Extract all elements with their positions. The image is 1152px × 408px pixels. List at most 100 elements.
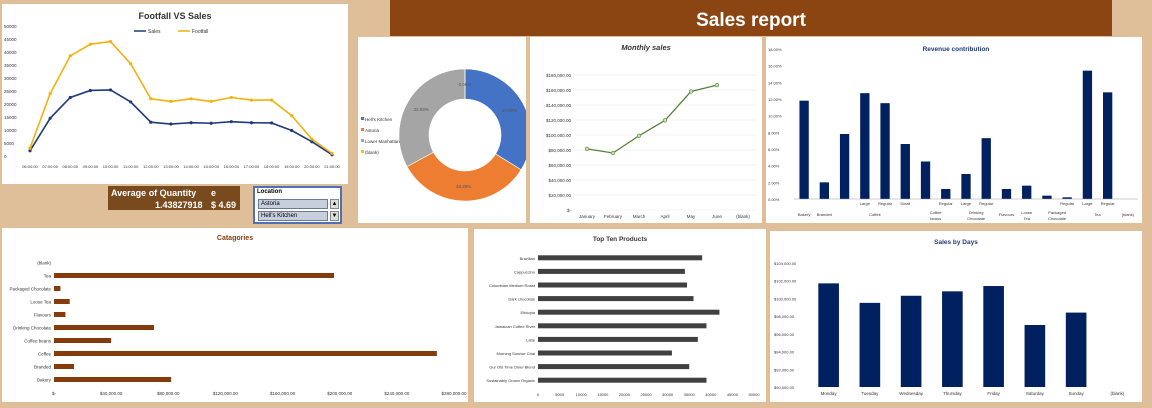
footfall-chart: Footfall VS Sales Sales Footfall 0 5000 10000… [4, 11, 341, 169]
x-tick-label: $- [52, 391, 57, 396]
x-tick-label: 21:00:00 [324, 164, 340, 169]
data-point [189, 97, 193, 101]
legend-swatch [361, 150, 364, 153]
revenue-chart: Revenue contribution 0.00% 2.00% 4.00% 6.00%… [768, 46, 1138, 221]
categories-chart: Catagories (blank) Tea Packaged Chocolate Lo… [9, 235, 467, 396]
y-tick-label: $98,000.00 [774, 314, 795, 319]
x-tick-label: 11:00:00 [123, 164, 139, 169]
y-tick-label: $100,000.00 [546, 133, 572, 138]
donut-slice [406, 151, 522, 202]
scroll-up-icon[interactable]: ▲ [330, 199, 339, 209]
x-tick-label: 45000 [727, 392, 739, 397]
bar [538, 350, 672, 356]
legend-label: Astoria [365, 128, 380, 133]
x-tick-label: $240,000.00 [384, 391, 410, 396]
x-tick-label: Friday [987, 391, 1000, 396]
category-label: Branded [817, 212, 832, 217]
days-chart: Sales by Days $90,000.00 $92,000.00 $94,000… [774, 239, 1125, 396]
x-tick-label: Sunday [1068, 391, 1084, 396]
x-tick-label: 20000 [619, 392, 631, 397]
x-tick-label: May [687, 214, 696, 219]
scroll-down-icon[interactable]: ▼ [330, 211, 339, 221]
bar [1001, 189, 1012, 199]
y-tick-label: 10.00% [768, 114, 782, 119]
sub-category-label: Small [900, 201, 910, 206]
x-tick-label: $280,000.00 [441, 391, 467, 396]
x-tick-label: Thursday [943, 391, 963, 396]
chart-title: Sales by Days [934, 239, 978, 246]
series-line-sales [29, 89, 333, 156]
y-tick-label: Flavours [34, 313, 52, 318]
data-point [636, 133, 642, 138]
sub-category-label: Regular [1060, 201, 1075, 206]
data-point [169, 122, 173, 126]
x-tick-label: 15000 [597, 392, 609, 397]
donut-panel: 33.80% 33.28% 32.93% 0.00% Hell's Kitchen Ast… [358, 37, 526, 223]
chart-title: Footfall VS Sales [138, 11, 211, 21]
bar [54, 312, 66, 317]
bar [839, 134, 850, 199]
bar [1024, 325, 1046, 387]
slicer-item-astoria[interactable]: Astoria [258, 199, 328, 209]
y-tick-label: $94,000.00 [774, 350, 795, 355]
data-point [68, 95, 72, 100]
legend-label: (blank) [365, 150, 379, 155]
y-tick-label: 45000 [4, 37, 17, 42]
y-tick-label: 0 [4, 154, 7, 159]
y-tick-label: 12.00% [768, 97, 782, 102]
y-tick-label: 14.00% [768, 80, 782, 85]
x-tick-label: 20:00:00 [304, 164, 320, 169]
x-tick-label: 06:00:00 [22, 164, 38, 169]
days-panel: Sales by Days $90,000.00 $92,000.00 $94,000… [770, 231, 1142, 402]
y-tick-label: Loose Tea [30, 300, 51, 305]
y-tick-label: $92,000.00 [774, 367, 795, 372]
x-tick-label: June [712, 214, 722, 219]
y-tick-label: 25000 [4, 89, 17, 94]
data-point [270, 121, 274, 125]
chart-title: Monthly sales [621, 43, 671, 52]
data-point [169, 99, 173, 103]
bar [1065, 312, 1087, 387]
data-point [714, 83, 720, 88]
bar [1042, 195, 1052, 199]
chart-title: Top Ten Products [593, 236, 648, 243]
x-tick-label: (blank) [736, 214, 750, 219]
monthly-chart: Monthly sales $- $20,000.00 $40,000.00 $60,0… [546, 43, 756, 219]
y-tick-label: 16.00% [768, 64, 782, 69]
x-tick-label: 16:00:00 [224, 164, 240, 169]
x-tick-label: 12:00:00 [143, 164, 159, 169]
bar [920, 161, 931, 199]
y-tick-label: Drinking Chocolate [13, 326, 52, 331]
slicer-title: Location [257, 189, 282, 195]
y-tick-label: Cappuccino [514, 269, 536, 274]
y-tick-label: Ethiopia [521, 310, 536, 315]
x-tick-label: $80,000.00 [157, 391, 180, 396]
slicer-item-hells-kitchen[interactable]: Hell's Kitchen [258, 211, 328, 221]
x-tick-label: (blank) [1110, 391, 1124, 396]
chart-title: Revenue contribution [923, 46, 990, 53]
y-tick-label: Coffee beans [24, 339, 51, 344]
category-label: Packaged [1048, 210, 1066, 215]
bar [54, 338, 112, 343]
x-tick-label: 5000 [555, 392, 565, 397]
x-tick-label: Tuesday [861, 391, 879, 396]
data-point [270, 98, 274, 102]
y-tick-label: 35000 [4, 63, 17, 68]
y-tick-label: 4.00% [768, 164, 780, 169]
y-tick-label: $90,000.00 [774, 385, 795, 390]
bar [1082, 70, 1093, 199]
x-tick-label: 0 [537, 392, 540, 397]
data-point [149, 120, 153, 124]
monthly-panel: Monthly sales $- $20,000.00 $40,000.00 $60,0… [530, 37, 762, 223]
x-tick-label: 50000 [748, 392, 760, 397]
sub-category-label: Large [961, 201, 972, 206]
bar [54, 364, 74, 369]
data-point [584, 146, 590, 151]
kpi-value-2: $ 4.69 [211, 200, 237, 210]
y-tick-label: $160,000.00 [546, 88, 572, 93]
bar [54, 325, 154, 330]
y-tick-label: $60,000.00 [548, 163, 571, 168]
sub-category-label: Regular [1101, 201, 1116, 206]
data-point [48, 92, 52, 96]
data-point [129, 62, 133, 66]
